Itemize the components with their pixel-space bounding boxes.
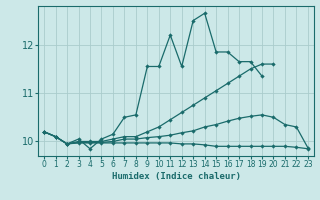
X-axis label: Humidex (Indice chaleur): Humidex (Indice chaleur) [111,172,241,181]
